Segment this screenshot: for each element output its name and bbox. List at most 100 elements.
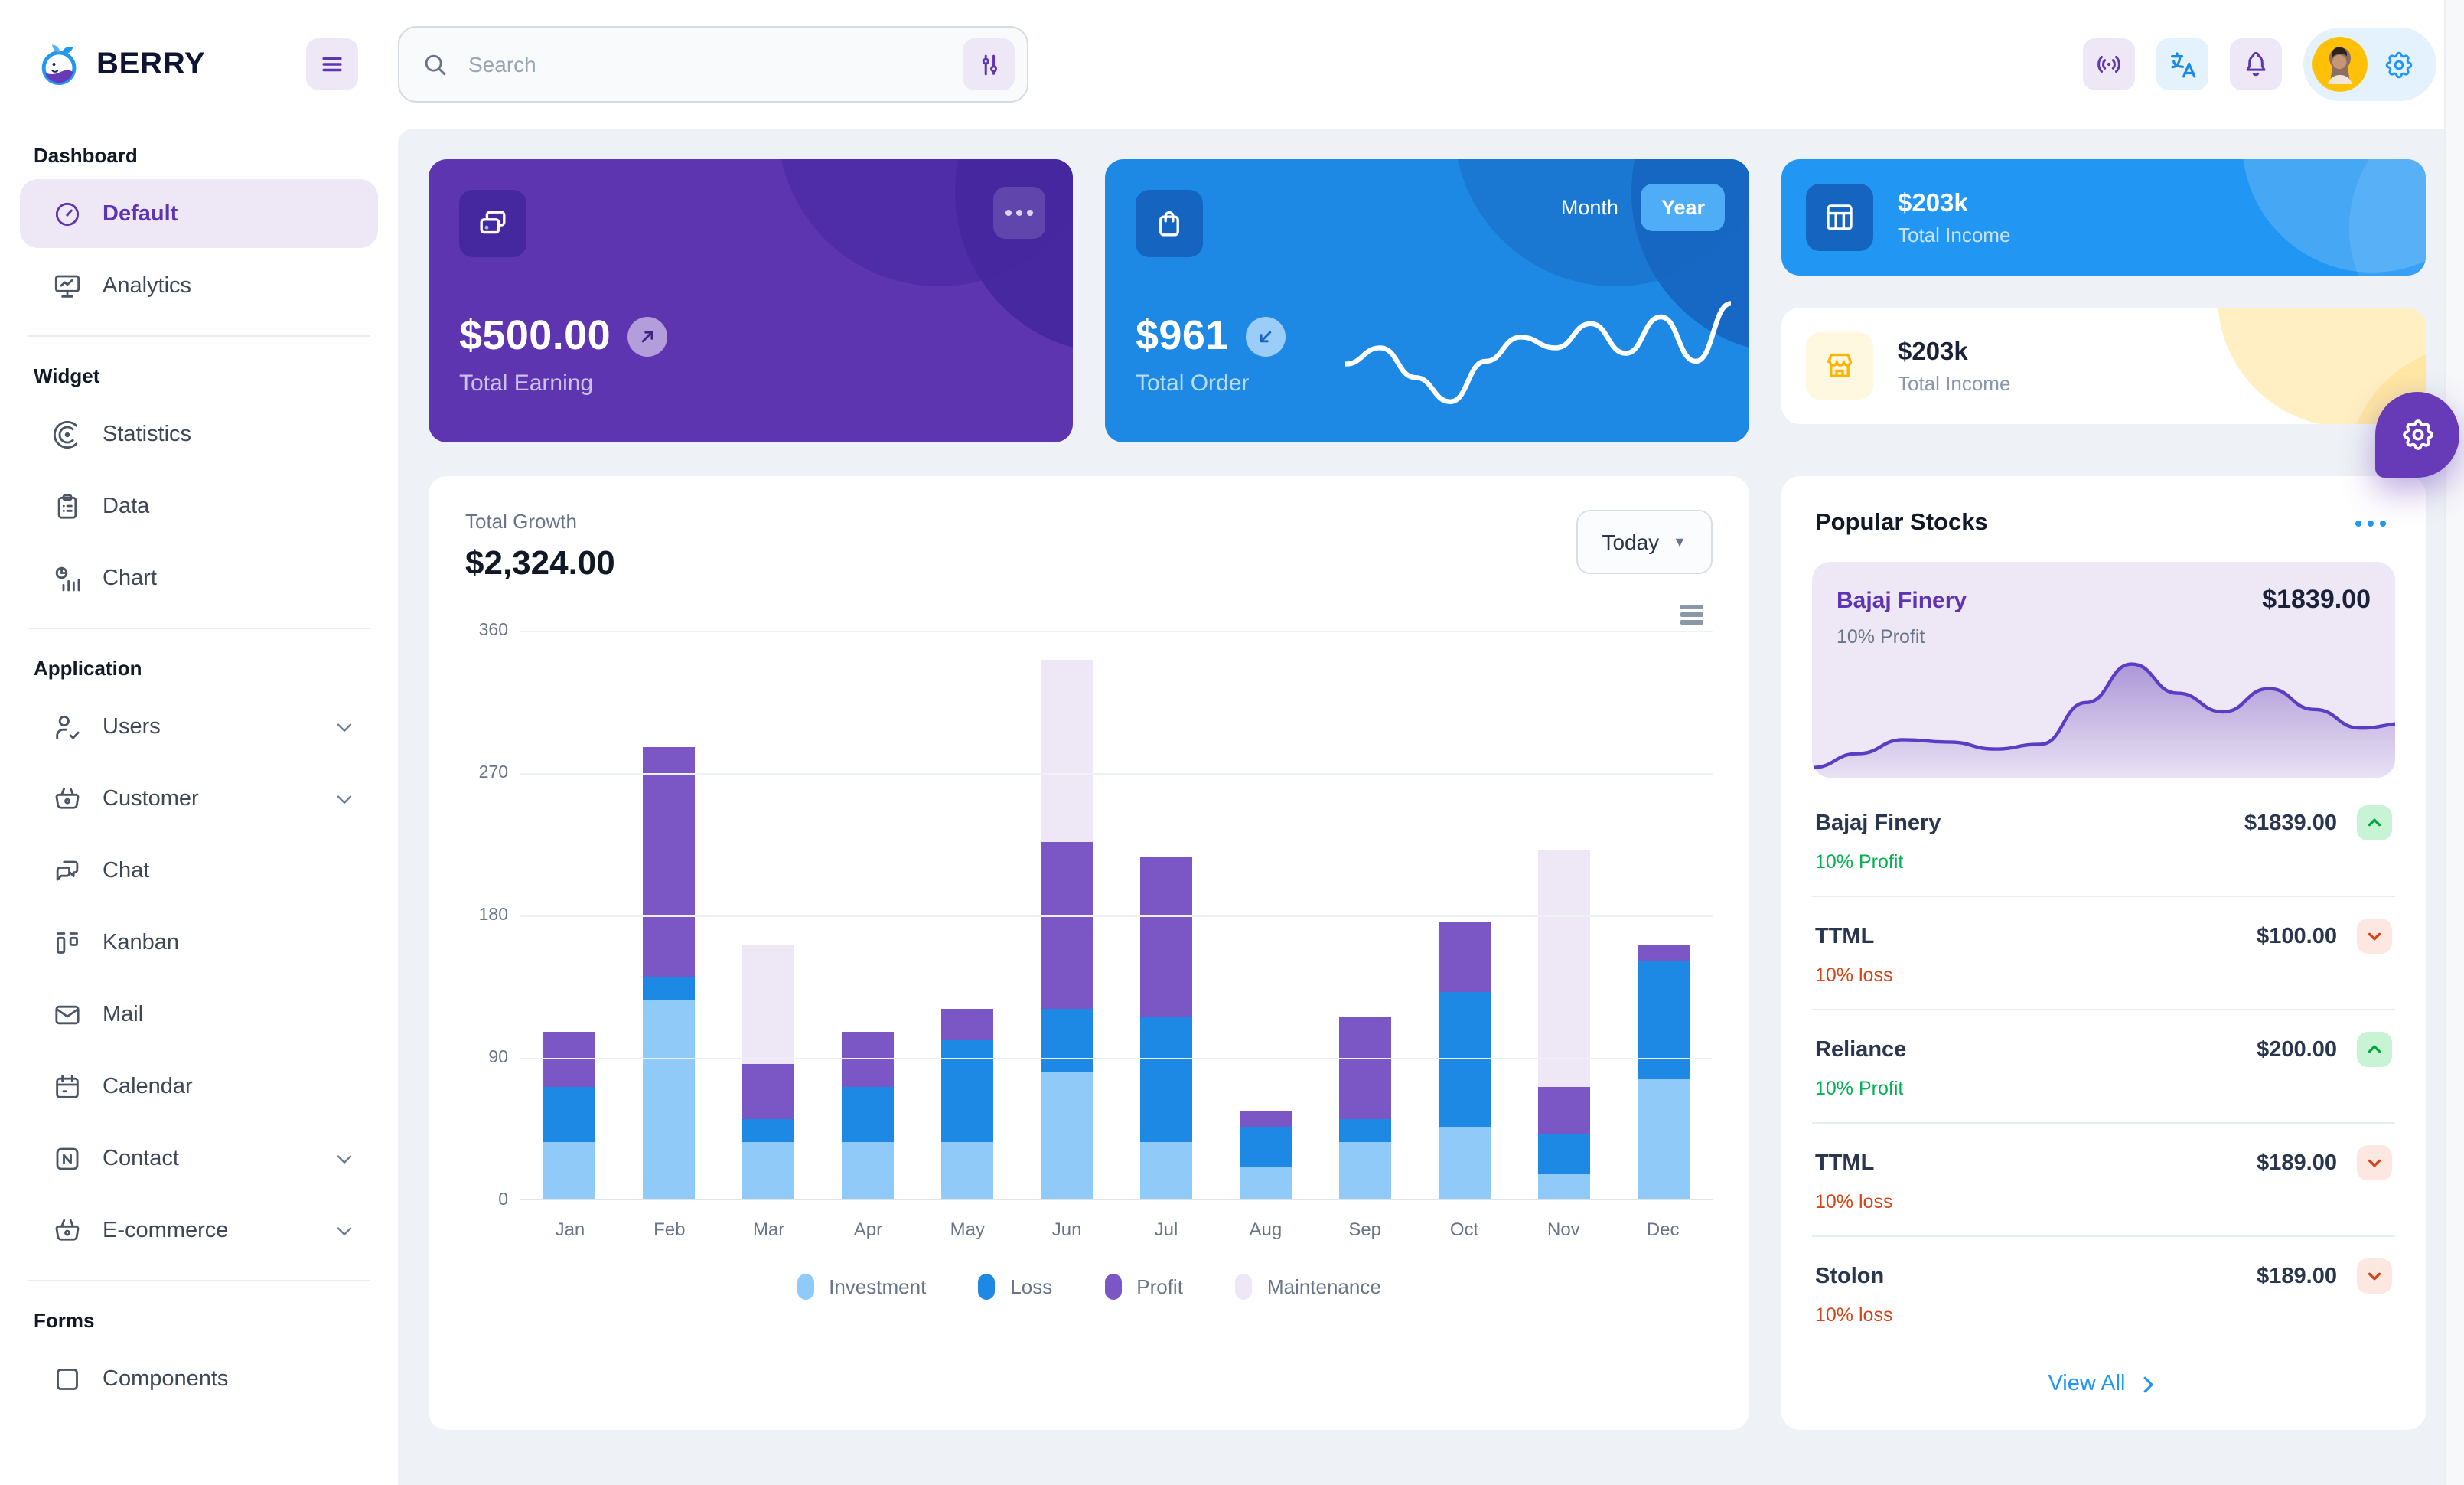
main-content: $500.00 Total Earning Month Year bbox=[398, 129, 2464, 1485]
year-toggle-button[interactable]: Year bbox=[1641, 184, 1725, 231]
sidebar-item-users[interactable]: Users bbox=[20, 692, 378, 761]
chevron-right-icon bbox=[2136, 1372, 2159, 1395]
featured-stock-price: $1839.00 bbox=[2262, 585, 2371, 614]
sidebar-item-label: Analytics bbox=[103, 273, 192, 298]
mail-icon bbox=[52, 999, 83, 1030]
sidebar-item-contact[interactable]: Contact bbox=[20, 1124, 378, 1193]
income-light-label: Total Income bbox=[1898, 371, 2011, 394]
growth-bar-chart: 0 90 180 270 360 bbox=[465, 621, 1713, 1209]
bar-jul bbox=[1116, 630, 1216, 1198]
bar-segment-investment bbox=[543, 1142, 596, 1198]
divider bbox=[28, 335, 370, 337]
bar-segment-investment bbox=[941, 1142, 994, 1198]
x-tick-label: Sep bbox=[1348, 1218, 1382, 1239]
total-earning-card: $500.00 Total Earning bbox=[429, 159, 1073, 442]
stock-row-ttml[interactable]: TTML $100.00 10% loss bbox=[1812, 897, 2395, 1010]
live-customize-button[interactable] bbox=[2083, 38, 2135, 90]
stock-price: $189.00 bbox=[2257, 1264, 2337, 1288]
scrollbar[interactable] bbox=[2444, 0, 2464, 1485]
gridline bbox=[520, 1057, 1713, 1059]
gridline bbox=[520, 772, 1713, 774]
bar-segment-maintenance bbox=[1041, 660, 1093, 843]
brand-logo[interactable]: BERRY bbox=[37, 41, 306, 87]
trend-down-icon bbox=[1245, 316, 1286, 356]
x-tick-label: Jul bbox=[1154, 1218, 1178, 1239]
sidebar-toggle-button[interactable] bbox=[306, 38, 358, 90]
nfc-icon bbox=[52, 1143, 83, 1173]
sidebar-item-chart[interactable]: Chart bbox=[20, 543, 378, 612]
stock-price: $189.00 bbox=[2257, 1150, 2337, 1175]
notifications-button[interactable] bbox=[2230, 38, 2282, 90]
sidebar-item-components[interactable]: Components bbox=[20, 1344, 378, 1413]
sidebar-item-label: Data bbox=[103, 494, 150, 518]
legend-item-profit[interactable]: Profit bbox=[1104, 1273, 1183, 1299]
featured-stock-name: Bajaj Finery bbox=[1837, 588, 1967, 614]
stock-name: Stolon bbox=[1815, 1264, 1885, 1288]
customizer-fab-button[interactable] bbox=[2375, 392, 2459, 478]
period-select[interactable]: Today ▼ bbox=[1576, 510, 1713, 574]
sidebar-item-chat[interactable]: Chat bbox=[20, 836, 378, 905]
stocks-menu-button[interactable] bbox=[2348, 514, 2392, 534]
bar-aug bbox=[1216, 630, 1315, 1198]
sidebar-item-label: Mail bbox=[103, 1002, 144, 1026]
income-cards-column: $203k Total Income $203k Total Income bbox=[1781, 159, 2426, 442]
bar-segment-maintenance bbox=[1537, 850, 1590, 1088]
bar-apr bbox=[819, 630, 918, 1198]
month-toggle-button[interactable]: Month bbox=[1541, 184, 1638, 231]
gridline bbox=[520, 915, 1713, 916]
x-axis-labels: Jan Feb Mar Apr May Jun Jul Aug Sep Oct Nov Dec bbox=[520, 1218, 1713, 1239]
bar-nov bbox=[1514, 630, 1613, 1198]
legend-label: Maintenance bbox=[1266, 1274, 1381, 1297]
bar-segment-investment bbox=[1041, 1071, 1093, 1198]
total-order-label: Total Order bbox=[1136, 370, 1250, 397]
y-tick-label: 360 bbox=[478, 621, 508, 639]
broadcast-icon bbox=[2094, 49, 2124, 80]
bar-segment-investment bbox=[1438, 1127, 1491, 1198]
stock-name: Reliance bbox=[1815, 1037, 1907, 1062]
language-button[interactable] bbox=[2156, 38, 2208, 90]
bar-segment-profit bbox=[842, 1032, 895, 1088]
search-icon bbox=[421, 50, 450, 79]
stock-name: Bajaj Finery bbox=[1815, 811, 1941, 835]
legend-marker bbox=[1104, 1273, 1122, 1299]
bar-segment-profit bbox=[543, 1032, 596, 1088]
stock-row-reliance[interactable]: Reliance $200.00 10% Profit bbox=[1812, 1010, 2395, 1124]
stock-row-stolon[interactable]: Stolon $189.00 10% loss bbox=[1812, 1237, 2395, 1349]
sidebar-item-default[interactable]: Default bbox=[20, 179, 378, 248]
divider bbox=[28, 628, 370, 629]
bar-segment-profit bbox=[1139, 857, 1192, 1017]
nav-section-title-widget: Widget bbox=[34, 364, 100, 387]
popular-stocks-title: Popular Stocks bbox=[1815, 510, 1988, 536]
stock-area-chart bbox=[1812, 662, 2395, 778]
legend-item-loss[interactable]: Loss bbox=[978, 1273, 1052, 1299]
hamburger-icon bbox=[317, 49, 347, 80]
sidebar-item-label: Components bbox=[103, 1366, 229, 1391]
sidebar-item-customer[interactable]: Customer bbox=[20, 764, 378, 833]
legend-item-maintenance[interactable]: Maintenance bbox=[1234, 1273, 1381, 1299]
sidebar-item-statistics[interactable]: Statistics bbox=[20, 400, 378, 468]
search-settings-button[interactable] bbox=[963, 38, 1015, 90]
bar-jan bbox=[520, 630, 620, 1198]
legend-item-investment[interactable]: Investment bbox=[797, 1273, 926, 1299]
sidebar-item-data[interactable]: Data bbox=[20, 472, 378, 540]
search-input[interactable] bbox=[465, 51, 963, 78]
sidebar-item-analytics[interactable]: Analytics bbox=[20, 251, 378, 320]
sidebar-item-calendar[interactable]: Calendar bbox=[20, 1052, 378, 1121]
legend-marker bbox=[1234, 1273, 1252, 1299]
chart-menu-button[interactable] bbox=[465, 605, 1703, 624]
order-sparkline bbox=[1345, 301, 1731, 405]
nav-section-title-forms: Forms bbox=[34, 1309, 95, 1332]
earning-card-menu-button[interactable] bbox=[993, 187, 1045, 239]
sidebar-item-kanban[interactable]: Kanban bbox=[20, 908, 378, 977]
sidebar-item-mail[interactable]: Mail bbox=[20, 980, 378, 1049]
view-all-link[interactable]: View All bbox=[2048, 1356, 2159, 1399]
total-order-card: Month Year $961 Total Order bbox=[1105, 159, 1749, 442]
stock-row-ttml[interactable]: TTML $189.00 10% loss bbox=[1812, 1124, 2395, 1237]
nav-section-title-application: Application bbox=[34, 657, 142, 680]
sidebar-item-e-commerce[interactable]: E-commerce bbox=[20, 1196, 378, 1265]
profile-menu-button[interactable] bbox=[2303, 28, 2436, 101]
bar-segment-loss bbox=[1438, 992, 1491, 1127]
stock-change: 10% loss bbox=[1815, 1191, 1893, 1212]
stock-row-bajaj-finery[interactable]: Bajaj Finery $1839.00 10% Profit bbox=[1812, 784, 2395, 897]
total-earning-label: Total Earning bbox=[459, 370, 594, 397]
